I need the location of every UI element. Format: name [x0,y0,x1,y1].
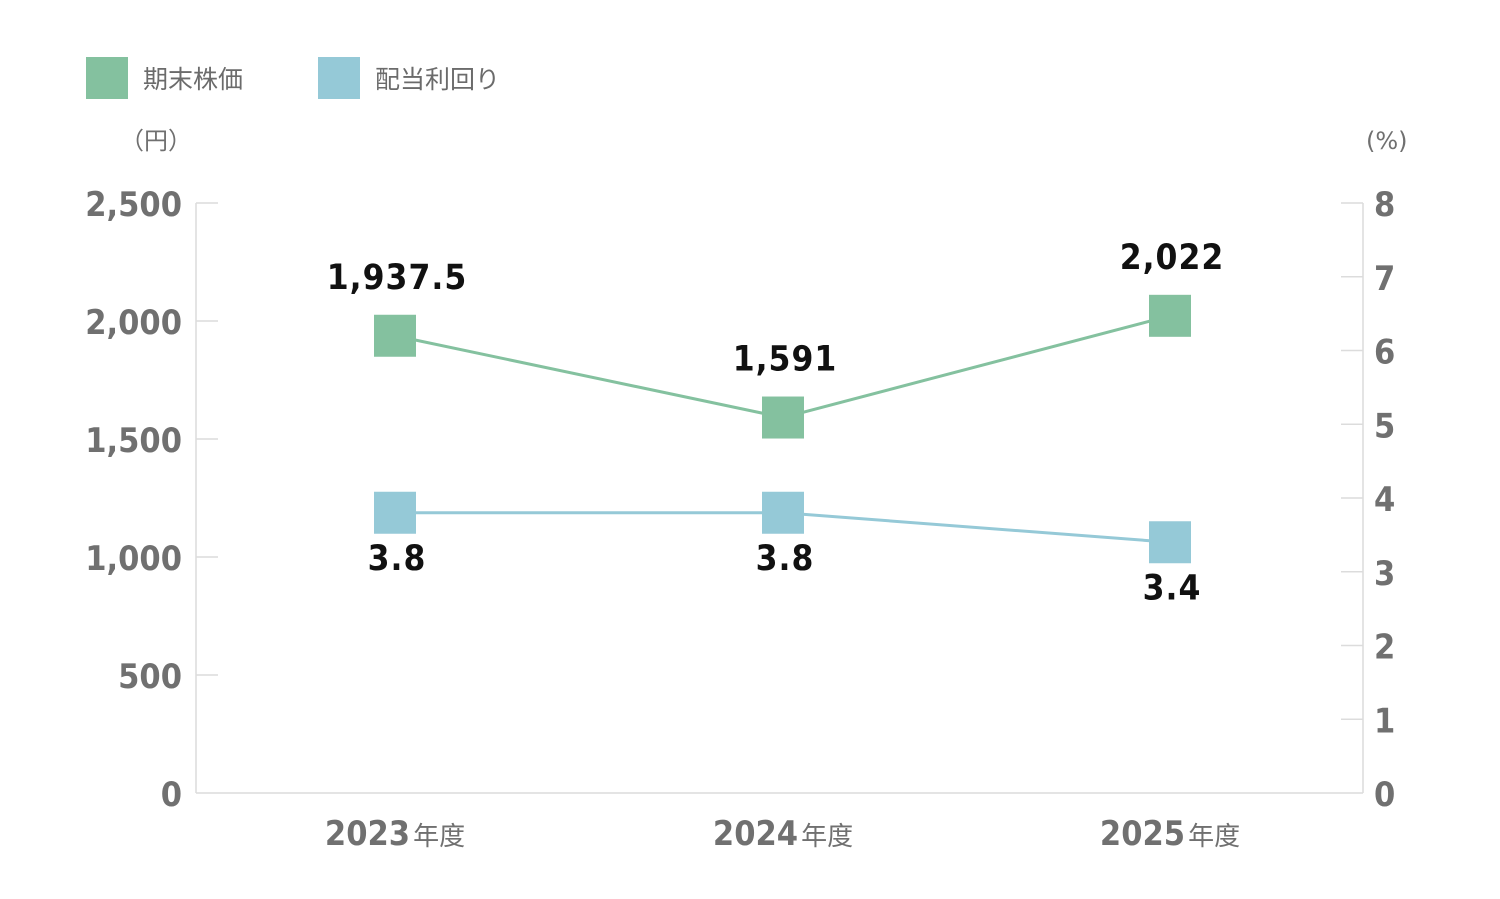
series-2-data-label: 3.4 [1143,568,1202,608]
legend-label-1: 期末株価 [143,65,243,94]
series-2-data-label: 3.8 [368,539,427,579]
series-2-data-label: 3.8 [756,539,815,579]
right-axis-ticks: 0 1 2 3 4 5 6 7 8 [1341,185,1395,815]
left-tick-label: 2,500 [85,185,182,225]
series-1-data-label: 1,937.5 [327,258,467,298]
right-tick-label: 3 [1374,554,1395,594]
right-tick-label: 7 [1374,259,1395,299]
series-1-marker [1149,294,1191,337]
right-tick-label: 5 [1374,406,1395,446]
x-tick-label: 2023 年度 [325,814,465,854]
series-1-data-label: 1,591 [733,340,838,380]
right-tick-label: 6 [1374,333,1395,373]
series-2-marker [374,491,416,534]
right-tick-label: 4 [1374,480,1395,520]
x-tick-label: 2025 年度 [1100,814,1240,854]
left-axis-unit-label: （円） [120,127,192,155]
x-tick-label: 2024 年度 [713,814,853,854]
right-tick-label: 2 [1374,628,1395,668]
legend-swatch-1 [86,57,128,99]
series-1-marker [374,314,416,357]
data-label-layer: 1,937.5 1,591 2,022 3.8 3.8 3.4 [327,238,1225,608]
left-tick-label: 2,000 [85,303,182,343]
left-tick-label: 1,000 [85,539,182,579]
left-tick-label: 0 [161,775,182,815]
right-tick-label: 8 [1374,185,1395,225]
right-tick-label: 0 [1374,775,1395,815]
series-2-marker [1149,521,1191,564]
legend: 期末株価 配当利回り [86,57,500,99]
left-axis-ticks: 0 500 1,000 1,500 2,000 2,500 [85,185,218,815]
left-tick-label: 500 [118,657,182,697]
series-layer [374,294,1191,564]
series-2-marker [762,491,804,534]
right-axis-unit-label: (%) [1366,127,1408,155]
right-tick-label: 1 [1374,701,1395,741]
series-1-data-label: 2,022 [1120,238,1225,278]
x-axis-labels: 2023 年度 2024 年度 2025 年度 [325,814,1240,854]
legend-label-2: 配当利回り [375,65,500,94]
left-tick-label: 1,500 [85,421,182,461]
series-1-marker [762,396,804,439]
legend-swatch-2 [318,57,360,99]
